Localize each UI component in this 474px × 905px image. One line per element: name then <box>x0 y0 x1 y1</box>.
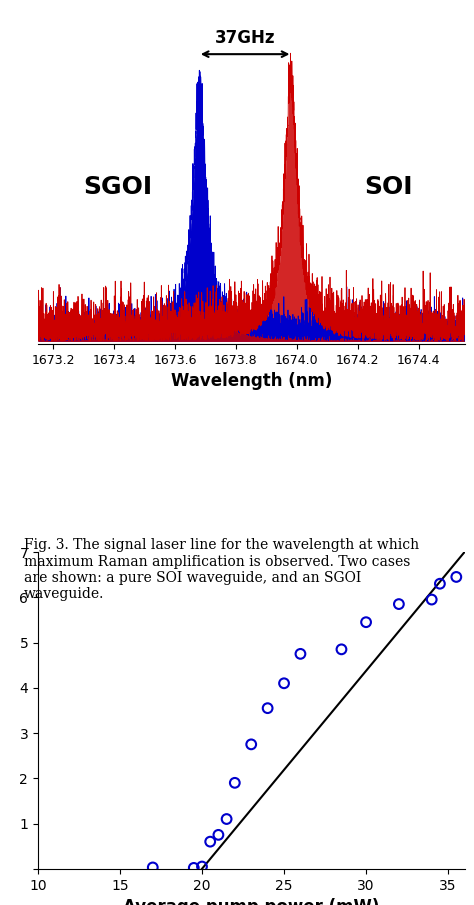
Text: SOI: SOI <box>364 176 412 199</box>
Point <box>206 834 214 849</box>
Point <box>190 861 198 875</box>
Point <box>337 643 345 657</box>
Point <box>264 701 272 716</box>
Point <box>395 597 403 612</box>
Point <box>149 860 156 874</box>
Point <box>428 593 436 607</box>
Point <box>280 676 288 691</box>
Point <box>436 576 444 591</box>
Point <box>198 860 206 874</box>
X-axis label: Wavelength (nm): Wavelength (nm) <box>171 372 332 390</box>
Text: 37GHz: 37GHz <box>215 29 275 47</box>
Point <box>231 776 238 790</box>
Point <box>215 827 222 842</box>
Point <box>247 737 255 751</box>
Point <box>362 615 370 630</box>
Point <box>223 812 230 826</box>
Point <box>297 646 304 661</box>
Point <box>453 570 460 585</box>
Text: SGOI: SGOI <box>83 176 153 199</box>
X-axis label: Average pump power (mW): Average pump power (mW) <box>123 898 379 905</box>
Text: Fig. 3. The signal laser line for the wavelength at which
maximum Raman amplific: Fig. 3. The signal laser line for the wa… <box>24 538 419 601</box>
